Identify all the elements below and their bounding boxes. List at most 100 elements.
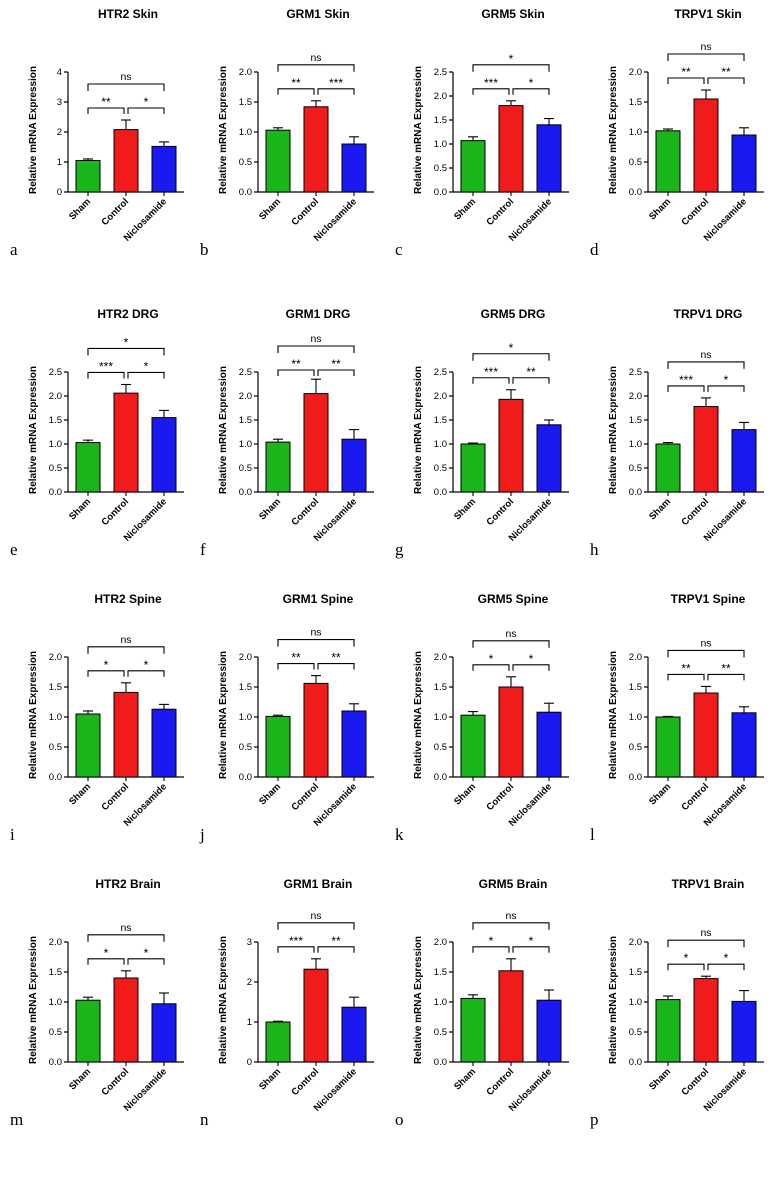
sig-control-niclosamide-label: ** (721, 661, 731, 675)
sig-sham-niclosamide-label: ns (310, 52, 321, 64)
sig-sham-niclosamide-bracket (87, 83, 165, 91)
y-axis-label: Relative mRNA Expression (608, 651, 619, 779)
y-tick-label: 0.5 (629, 157, 642, 168)
panel-letter: b (200, 240, 209, 259)
y-tick-label: 1.5 (239, 415, 252, 426)
sig-control-niclosamide-bracket (512, 88, 550, 95)
category-label: Sham (452, 496, 478, 522)
chart-svg-e: HTR2 DRG Relative mRNA Expression 0.0 0.5 1.… (28, 307, 184, 544)
bar-niclosamide (341, 438, 367, 493)
bar-control (498, 970, 524, 1063)
bar-niclosamide (151, 708, 177, 778)
y-tick-label: 1 (57, 157, 62, 168)
panel-letter: n (200, 1110, 209, 1129)
sig-sham-control-label: ** (681, 65, 691, 79)
bar-niclosamide (536, 711, 562, 778)
bar-sham (460, 714, 486, 778)
sig-sham-niclosamide-label: ns (310, 627, 321, 639)
sig-sham-niclosamide-bracket (667, 649, 745, 658)
chart-svg-f: GRM1 DRG Relative mRNA Expression 0.0 0.5 1.… (218, 307, 374, 544)
chart-panel-o: GRM5 Brain Relative mRNA Expression 0.0 0.5… (405, 870, 595, 1160)
sig-sham-control-bracket (87, 371, 125, 379)
sig-sham-niclosamide-label: ns (310, 910, 321, 922)
bar-sham (460, 997, 486, 1063)
y-tick-label: 2 (247, 977, 252, 988)
y-tick-label: 2 (57, 127, 62, 138)
y-axis-label: Relative mRNA Expression (28, 366, 39, 494)
chart-title: GRM1 Skin (286, 7, 349, 21)
y-tick-label: 1.0 (629, 712, 642, 723)
y-tick-label: 1.5 (239, 97, 252, 108)
sig-sham-niclosamide-bracket (277, 345, 355, 353)
y-axis-label: Relative mRNA Expression (608, 366, 619, 494)
y-tick-label: 0.5 (49, 463, 62, 474)
y-tick-label: 2.0 (49, 937, 62, 948)
sig-control-niclosamide-label: ** (331, 357, 341, 371)
category-label: Sham (647, 781, 673, 807)
panel-letter: l (590, 825, 595, 844)
chart-svg-c: GRM5 Skin Relative mRNA Expression 0.0 0.5 1… (413, 7, 569, 244)
sig-sham-control-bracket (667, 673, 705, 681)
sig-sham-control-label: ** (101, 95, 111, 109)
chart-svg-b: GRM1 Skin Relative mRNA Expression 0.0 0.5 1… (218, 7, 374, 244)
sig-sham-niclosamide-label: ns (120, 71, 131, 83)
bar-control (303, 682, 329, 778)
sig-sham-niclosamide-bracket (472, 64, 550, 72)
sig-control-niclosamide-bracket (707, 77, 745, 84)
sig-control-niclosamide-label: * (144, 95, 149, 109)
bar-control (303, 106, 329, 193)
y-tick-label: 0.5 (49, 742, 62, 753)
sig-sham-control-label: *** (679, 373, 693, 387)
chart-svg-o: GRM5 Brain Relative mRNA Expression 0.0 0.5… (413, 877, 569, 1114)
category-label: Sham (257, 196, 283, 222)
sig-sham-control-label: ** (291, 651, 301, 665)
sig-control-niclosamide-label: * (529, 652, 534, 666)
sig-sham-control-bracket (87, 107, 125, 114)
y-tick-label: 0.0 (629, 772, 642, 783)
sig-sham-niclosamide-bracket (87, 646, 165, 654)
y-tick-label: 1.5 (49, 967, 62, 978)
y-tick-label: 2.0 (629, 652, 642, 663)
category-label: Control (484, 496, 516, 528)
y-tick-label: 0.0 (434, 487, 447, 498)
y-tick-label: 1.0 (434, 439, 447, 450)
chart-panel-e: HTR2 DRG Relative mRNA Expression 0.0 0.5 1.… (20, 300, 210, 590)
bar-sham (265, 1021, 291, 1063)
sig-sham-niclosamide-label: * (124, 335, 129, 349)
sig-sham-niclosamide-bracket (277, 639, 355, 647)
sig-sham-niclosamide-label: ns (505, 910, 516, 922)
y-axis-label: Relative mRNA Expression (218, 66, 229, 194)
category-label: Control (679, 196, 711, 228)
y-tick-label: 2.0 (239, 391, 252, 402)
category-label: Control (484, 196, 516, 228)
y-tick-label: 1.5 (49, 415, 62, 426)
category-label: Sham (647, 1066, 673, 1092)
chart-panel-i: HTR2 Spine Relative mRNA Expression 0.0 0.5… (20, 585, 210, 875)
y-tick-label: 2.5 (239, 367, 252, 378)
y-tick-label: 1.5 (434, 415, 447, 426)
chart-svg-l: TRPV1 Spine Relative mRNA Expression 0.0 0.… (608, 592, 764, 829)
sig-sham-control-bracket (87, 670, 125, 677)
chart-panel-g: GRM5 DRG Relative mRNA Expression 0.0 0.5 1.… (405, 300, 595, 590)
sig-sham-niclosamide-label: ns (700, 349, 711, 361)
bar-sham (655, 716, 681, 778)
bar-sham (460, 140, 486, 193)
bar-niclosamide (341, 1006, 367, 1063)
bar-sham (75, 442, 101, 493)
chart-svg-m: HTR2 Brain Relative mRNA Expression 0.0 0.5… (28, 877, 184, 1114)
y-tick-label: 0.0 (434, 187, 447, 198)
chart-title: GRM1 Brain (284, 877, 353, 891)
y-tick-label: 2.5 (434, 67, 447, 78)
bar-niclosamide (536, 424, 562, 493)
sig-control-niclosamide-bracket (317, 88, 355, 95)
sig-sham-niclosamide-label: ns (120, 922, 131, 934)
sig-sham-niclosamide-bracket (472, 640, 550, 648)
sig-sham-niclosamide-label: ns (505, 628, 516, 640)
y-tick-label: 0.5 (629, 463, 642, 474)
sig-sham-control-label: * (684, 951, 689, 965)
y-tick-label: 0.0 (629, 1057, 642, 1068)
y-tick-label: 0.5 (629, 1027, 642, 1038)
sig-control-niclosamide-label: * (724, 373, 729, 387)
sig-sham-control-label: *** (99, 359, 113, 373)
sig-control-niclosamide-label: ** (721, 65, 731, 79)
